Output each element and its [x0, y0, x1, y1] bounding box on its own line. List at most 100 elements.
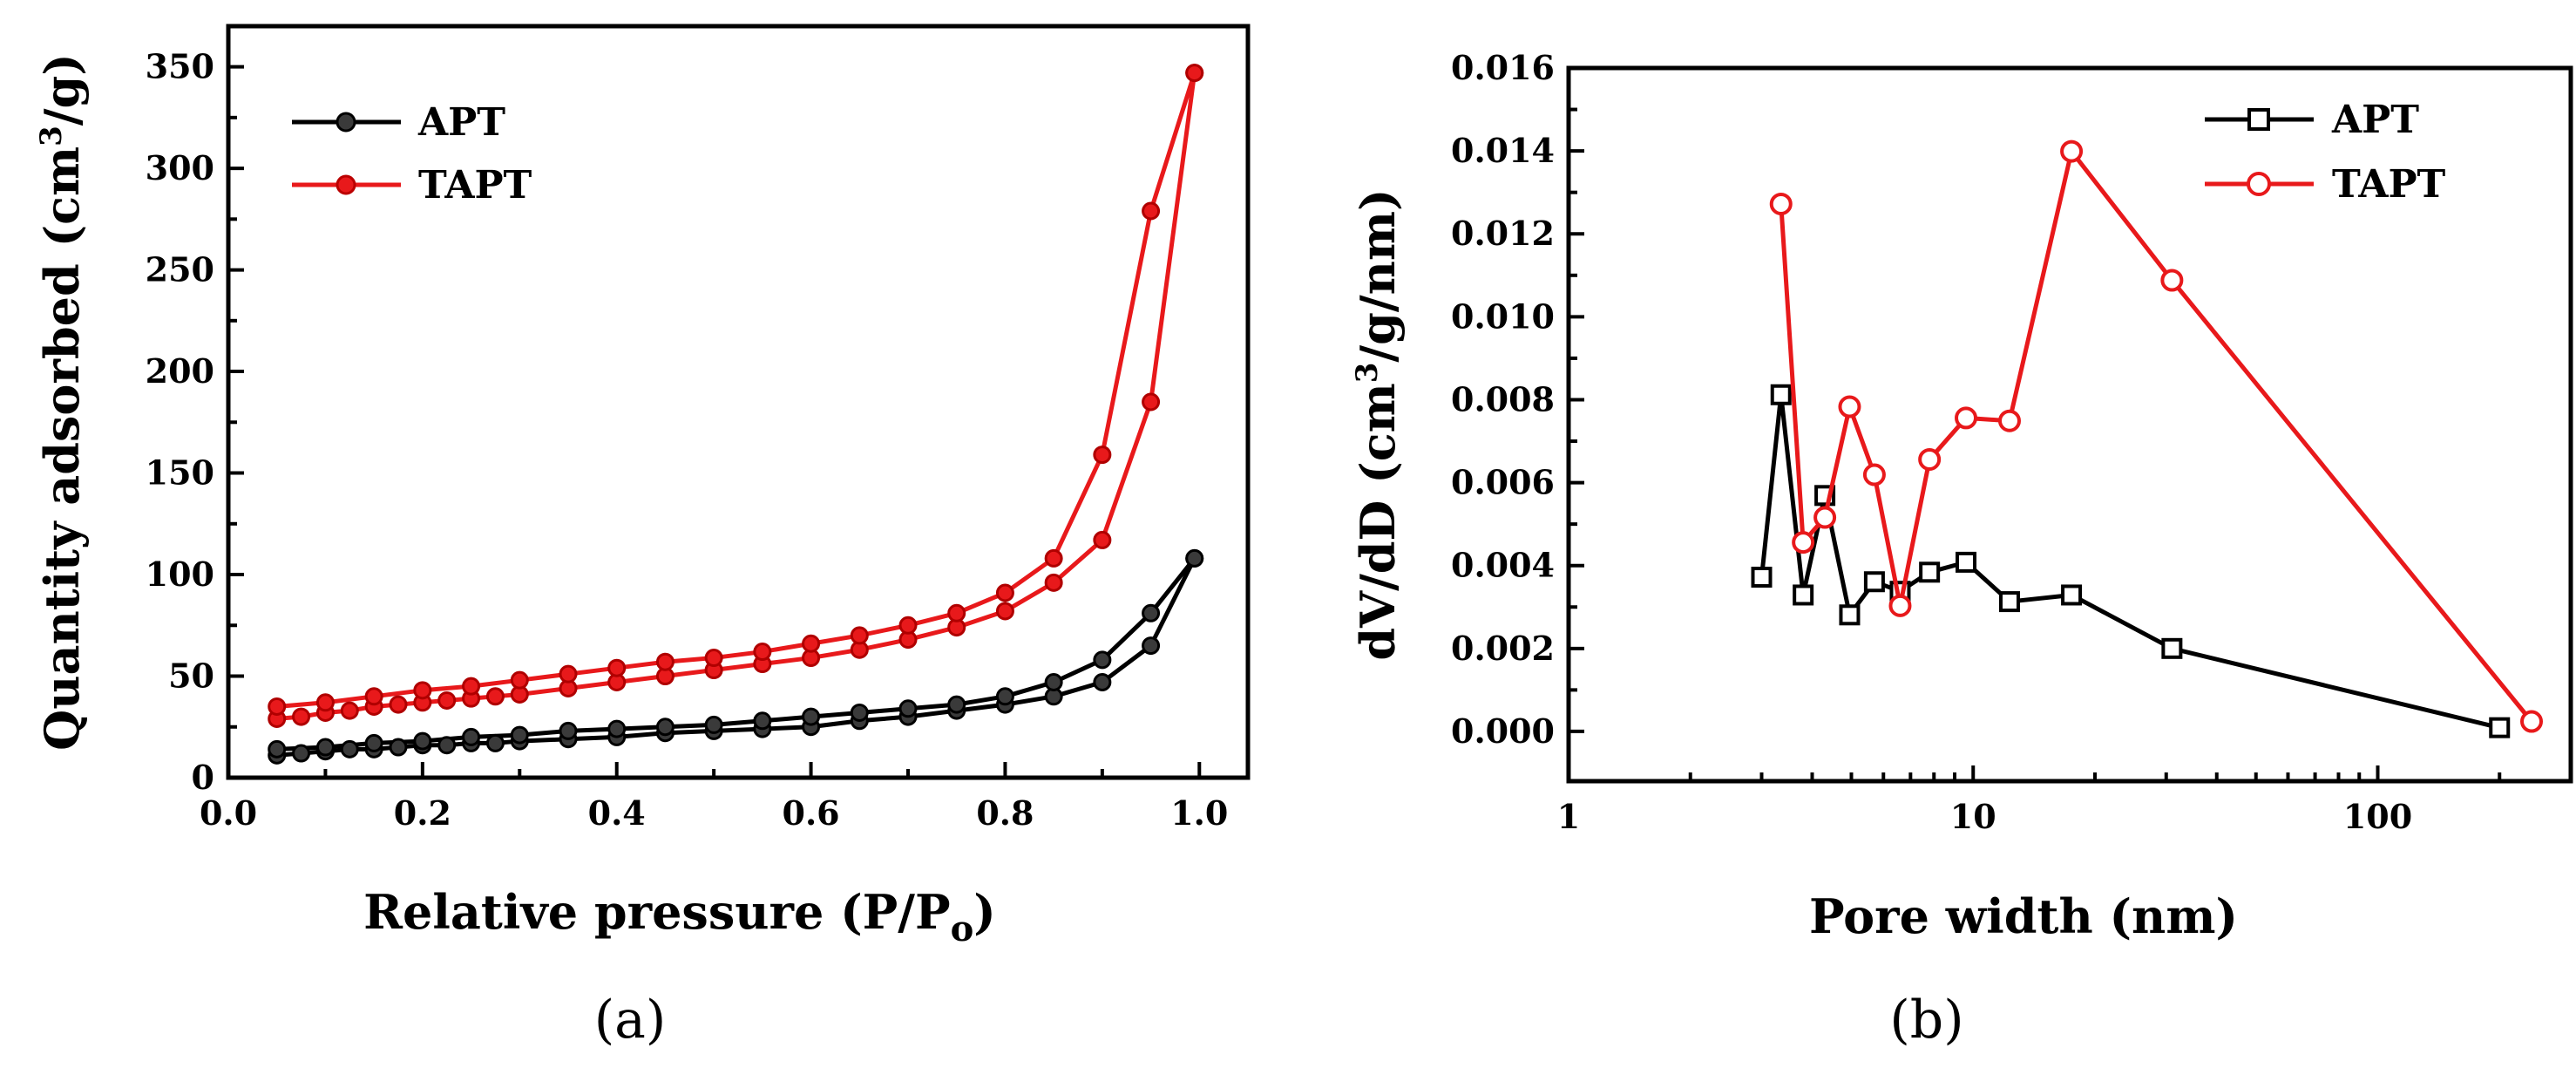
legend-b: APT TAPT — [2205, 98, 2446, 207]
point-b-apt — [2161, 637, 2183, 659]
y-axis-label-a-main: Quantity adsorbed (cm — [34, 146, 90, 751]
point-a-apt — [315, 738, 335, 757]
point-a-apt — [1093, 673, 1112, 692]
series-line-a-tapt-adsorption — [276, 72, 1197, 721]
y-axis-label-a-end: /g) — [34, 53, 90, 126]
point-a-tapt — [462, 677, 481, 696]
point-b-apt — [1998, 591, 2020, 613]
point-a-tapt — [1044, 548, 1063, 568]
plot-frame-a — [226, 24, 1251, 780]
point-a-tapt — [753, 643, 772, 662]
x-axis-label-a-sub: o — [951, 908, 974, 949]
plot-frame-b — [1566, 65, 2573, 784]
series-line-b-apt — [1759, 392, 2500, 731]
point-a-tapt — [1093, 530, 1112, 549]
point-a-apt — [1142, 636, 1161, 656]
point-b-apt — [1751, 567, 1773, 588]
y-tick-label-a: 50 — [168, 656, 214, 696]
caption-a: (a) — [594, 990, 667, 1051]
point-a-apt — [292, 744, 311, 763]
x-tick-label-a: 0.4 — [588, 793, 646, 833]
point-a-tapt — [315, 693, 335, 712]
point-a-tapt — [850, 626, 869, 645]
point-a-tapt — [268, 697, 287, 716]
point-a-tapt — [559, 664, 578, 684]
x-tick-label-b: 1 — [1557, 797, 1580, 836]
point-b-apt — [2489, 717, 2511, 738]
point-a-apt — [485, 733, 505, 752]
point-a-apt — [437, 736, 457, 755]
y-tick-label-b: 0.004 — [1451, 546, 1555, 585]
y-tick-label-a: 350 — [146, 47, 214, 86]
point-a-apt — [850, 703, 869, 722]
point-a-apt — [389, 738, 408, 757]
point-b-tapt — [1769, 192, 1793, 215]
x-axis-label-a: Relative pressure (P/Po) — [363, 884, 996, 949]
tick-labels-b: 1 10 100 0.000 0.002 0.004 0.006 0.008 0.010 0.01… — [1451, 48, 2412, 836]
y-axis-label-a: Quantity adsorbed (cm3/g) — [34, 53, 90, 751]
point-a-tapt — [364, 687, 383, 706]
series-b — [1751, 139, 2544, 738]
point-a-apt — [340, 739, 359, 758]
y-axis-label-a-sup: 3 — [34, 126, 69, 146]
y-tick-label-a: 300 — [146, 148, 214, 187]
point-a-tapt — [1044, 573, 1063, 592]
axis-ticks-a — [227, 65, 1202, 779]
point-a-apt — [898, 699, 918, 718]
point-a-apt — [268, 739, 287, 758]
x-axis-label-b: Pore width (nm) — [1809, 888, 2238, 944]
legend-a-apt-label: APT — [417, 100, 505, 145]
series-line-a-tapt-desorption — [276, 71, 1197, 709]
point-a-apt — [607, 719, 627, 738]
point-a-tapt — [655, 652, 675, 671]
y-tick-label-b: 0.010 — [1451, 296, 1555, 336]
point-a-tapt — [340, 701, 359, 720]
point-a-tapt — [1093, 446, 1112, 465]
x-tick-label-a: 0.0 — [200, 793, 257, 833]
point-b-apt — [2061, 584, 2083, 606]
y-tick-label-b: 0.016 — [1451, 48, 1555, 87]
point-b-apt — [1863, 571, 1885, 593]
x-tick-label-b: 100 — [2343, 797, 2412, 836]
legend-a-apt-marker — [336, 112, 356, 133]
point-a-apt — [413, 731, 432, 751]
legend-a: APT TAPT — [292, 100, 532, 207]
x-tick-label-a: 0.6 — [783, 793, 840, 833]
legend-a-tapt-label: TAPT — [418, 163, 532, 207]
x-tick-label-b: 10 — [1950, 797, 1996, 836]
point-b-tapt — [2160, 269, 2184, 292]
point-a-apt — [995, 687, 1014, 706]
point-a-tapt — [413, 681, 432, 700]
legend-a-tapt-marker — [336, 174, 356, 195]
point-a-tapt — [510, 670, 529, 690]
point-a-tapt — [1142, 392, 1161, 412]
point-a-apt — [802, 707, 821, 726]
x-tick-label-a: 0.8 — [976, 793, 1034, 833]
y-tick-label-a: 0 — [192, 758, 214, 797]
point-a-apt — [947, 695, 966, 714]
point-a-apt — [559, 721, 578, 740]
point-a-tapt — [704, 649, 723, 668]
caption-b: (b) — [1889, 990, 1963, 1051]
legend-b-apt-label: APT — [2331, 98, 2419, 142]
y-tick-label-b: 0.006 — [1451, 463, 1555, 502]
panel-a: 0.0 0.2 0.4 0.6 0.8 1.0050100150200250300350 … — [34, 24, 1251, 1051]
x-tick-label-a: 0.2 — [394, 793, 451, 833]
x-axis-label-a-main: Relative pressure (P/P — [363, 884, 950, 940]
series-a — [268, 64, 1204, 765]
point-a-tapt — [389, 695, 408, 714]
point-b-tapt — [2060, 139, 2084, 163]
point-a-tapt — [1185, 64, 1204, 83]
y-axis-label-b-end: /g/nm) — [1350, 188, 1406, 362]
series-line-b-tapt — [1779, 149, 2533, 724]
y-axis-label-b-main: dV/dD (cm — [1350, 383, 1406, 660]
point-b-tapt — [2520, 710, 2544, 733]
point-a-tapt — [607, 658, 627, 677]
y-tick-label-b: 0.002 — [1451, 629, 1555, 668]
x-tick-label-a: 1.0 — [1170, 793, 1228, 833]
axis-ticks-b — [1567, 66, 2573, 781]
y-tick-label-a: 100 — [146, 554, 214, 594]
point-b-apt — [1919, 561, 1941, 583]
panel-b: 1 10 100 0.000 0.002 0.004 0.006 0.008 0.010 0.01… — [1350, 48, 2573, 1051]
y-tick-label-a: 200 — [146, 351, 214, 391]
